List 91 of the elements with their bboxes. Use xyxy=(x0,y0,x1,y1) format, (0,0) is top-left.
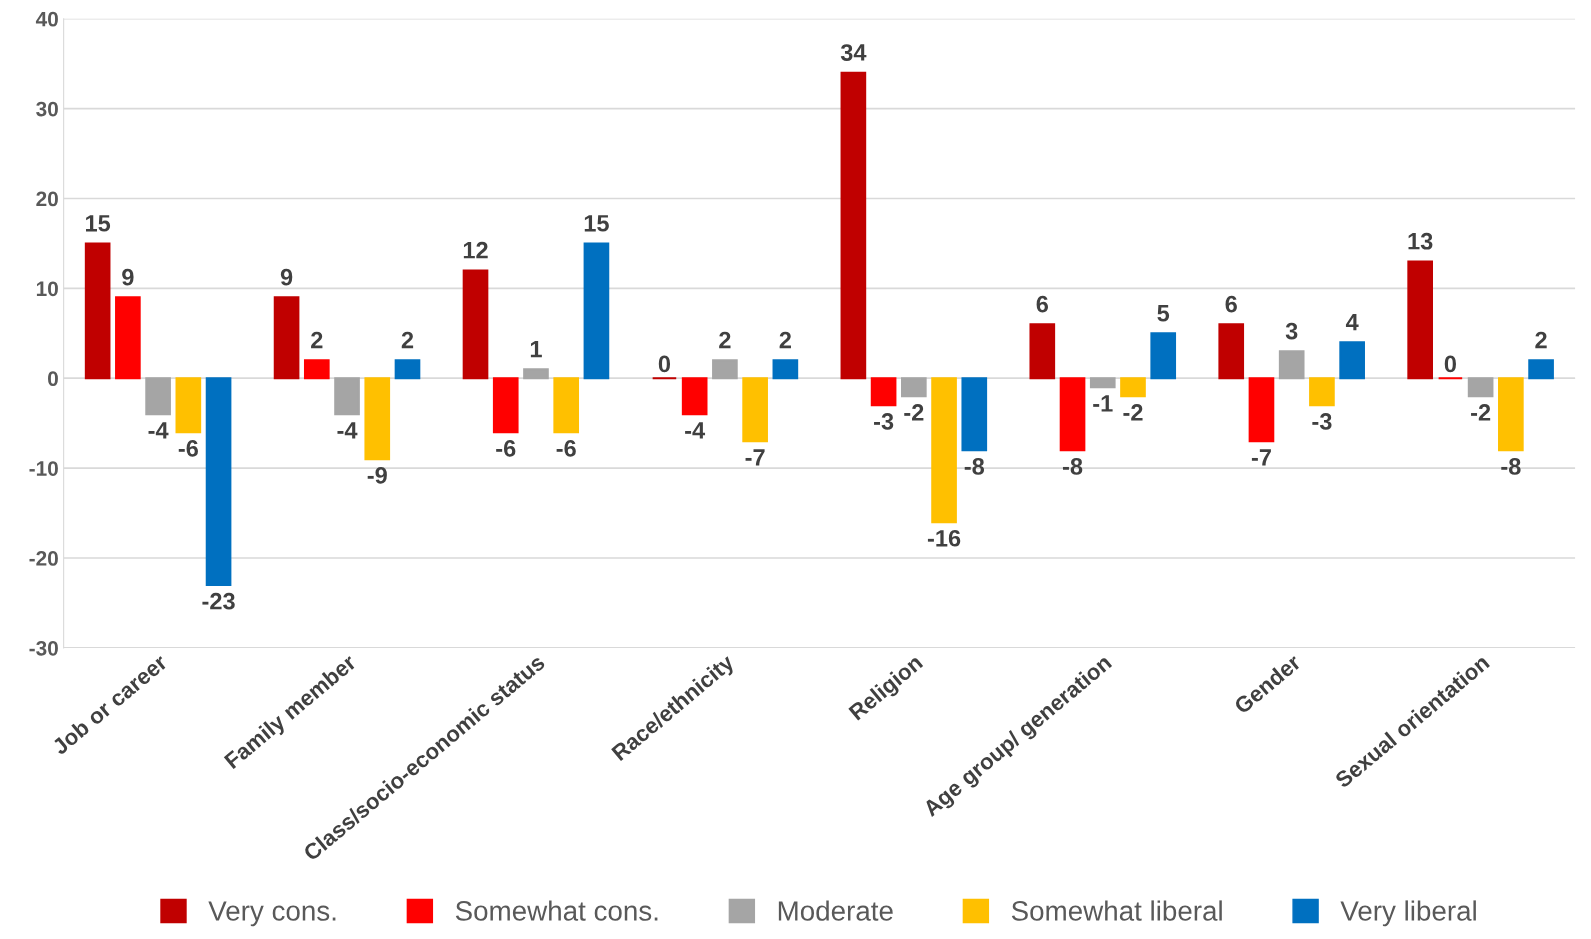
bar xyxy=(1498,377,1524,452)
bar xyxy=(492,377,519,434)
data-label: -16 xyxy=(927,529,961,547)
data-label: 6 xyxy=(1036,295,1049,313)
data-label: -3 xyxy=(1312,413,1332,430)
bar xyxy=(523,368,549,380)
data-label: 12 xyxy=(463,241,488,259)
data-label: -3 xyxy=(874,413,894,430)
bar xyxy=(1407,260,1433,380)
bar xyxy=(901,377,927,398)
bar xyxy=(1467,377,1494,398)
data-label: 2 xyxy=(779,331,791,349)
data-label: 5 xyxy=(1157,305,1170,322)
bar xyxy=(1309,377,1335,407)
data-label: 1 xyxy=(530,340,542,358)
bar xyxy=(1120,377,1146,398)
data-label: 4 xyxy=(1345,314,1359,331)
data-label: -4 xyxy=(337,422,358,439)
bar xyxy=(175,377,202,434)
bar xyxy=(1248,377,1275,443)
y-tick-label: 10 xyxy=(36,281,58,297)
bar xyxy=(1339,341,1365,380)
legend-label: Somewhat liberal xyxy=(1011,900,1222,921)
legend-label: Somewhat cons. xyxy=(455,900,658,921)
bar xyxy=(870,377,897,407)
data-label: 15 xyxy=(86,215,111,232)
data-label: 0 xyxy=(658,355,671,373)
data-label: -23 xyxy=(202,592,235,610)
bar xyxy=(1089,377,1116,389)
data-label: -2 xyxy=(1471,404,1491,421)
bar xyxy=(742,377,768,443)
y-tick-label: 40 xyxy=(35,11,58,27)
data-label: -1 xyxy=(1093,395,1113,412)
data-label: 13 xyxy=(1408,232,1433,250)
data-label: 2 xyxy=(1535,331,1547,349)
data-label: -6 xyxy=(496,440,516,457)
y-tick-label: 30 xyxy=(36,101,58,117)
bar xyxy=(553,377,580,434)
bar xyxy=(1150,332,1177,380)
data-label: 34 xyxy=(840,44,867,61)
bar xyxy=(583,242,610,380)
data-label: 2 xyxy=(719,331,731,349)
data-label: -4 xyxy=(685,422,706,439)
data-label: -6 xyxy=(178,440,198,457)
data-label: 2 xyxy=(401,331,414,349)
bar xyxy=(303,359,330,380)
bar xyxy=(712,359,738,380)
data-label: -7 xyxy=(745,449,765,466)
legend-label: Moderate xyxy=(778,900,893,921)
bar xyxy=(1218,323,1245,380)
bar xyxy=(364,377,391,461)
bar xyxy=(681,377,708,416)
data-label: -2 xyxy=(904,404,924,421)
bar xyxy=(1528,359,1554,380)
data-label: 3 xyxy=(1285,322,1298,340)
bar xyxy=(1029,323,1056,380)
legend-label: Very cons. xyxy=(208,901,336,927)
data-label: -2 xyxy=(1123,404,1143,421)
data-label: 9 xyxy=(122,268,134,286)
bar xyxy=(394,359,421,380)
bar xyxy=(334,377,360,416)
data-label: 15 xyxy=(584,215,609,232)
data-label: -4 xyxy=(148,422,169,439)
y-tick-label: -30 xyxy=(29,640,58,656)
data-label: -9 xyxy=(367,466,387,484)
data-label: -8 xyxy=(1062,458,1083,475)
data-label: -8 xyxy=(1501,458,1521,475)
data-label: -8 xyxy=(964,458,985,475)
bar xyxy=(1278,350,1305,380)
bar xyxy=(145,377,171,416)
bar xyxy=(772,359,799,380)
bar xyxy=(462,269,489,380)
data-label: -6 xyxy=(556,440,576,457)
data-label: 2 xyxy=(311,331,323,349)
data-label: 0 xyxy=(1444,355,1456,373)
data-label: 6 xyxy=(1225,295,1237,313)
y-tick-label: -20 xyxy=(29,551,58,566)
bar xyxy=(115,296,141,380)
bar xyxy=(84,242,111,380)
bar xyxy=(1059,377,1086,452)
legend-label: Very liberal xyxy=(1340,900,1476,927)
y-tick-label: 0 xyxy=(48,371,58,387)
bar xyxy=(840,71,867,380)
y-tick-label: -10 xyxy=(29,461,58,476)
bar xyxy=(205,377,232,587)
bar xyxy=(273,296,300,380)
data-label: 9 xyxy=(280,268,293,286)
data-label: -7 xyxy=(1251,449,1271,466)
y-tick-label: 20 xyxy=(36,191,58,207)
bar xyxy=(961,377,988,452)
bar xyxy=(931,377,957,524)
